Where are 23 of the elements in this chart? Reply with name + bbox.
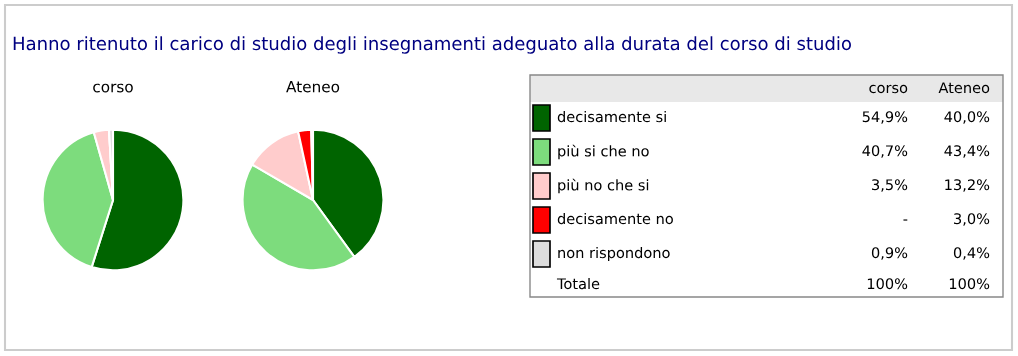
text: Ateneo xyxy=(938,82,990,94)
text: 100% xyxy=(949,278,990,290)
slice-label: corso xyxy=(93,83,133,93)
data-label: 3,5% xyxy=(872,179,908,192)
text: corso xyxy=(869,84,908,94)
legend-label: più si che no xyxy=(558,144,649,160)
legend-label: più no che si xyxy=(558,178,649,194)
text: - xyxy=(903,219,908,221)
data-label: 54,9% xyxy=(862,111,908,124)
chart-title: Hanno ritenuto il carico di studio degli insegnamenti adeguato alla durata del corso di studio xyxy=(13,36,851,54)
legend-label: decisamente si xyxy=(557,110,666,123)
data-label: 0,4% xyxy=(953,247,990,260)
text: 100% xyxy=(867,278,908,290)
slice-label: Ateneo xyxy=(286,81,340,93)
data-label: 13,2% xyxy=(945,179,990,192)
data-label: 43,4% xyxy=(944,145,990,158)
data-label: 3,0% xyxy=(954,213,990,226)
text: Totale xyxy=(556,277,600,290)
data-label: 40,7% xyxy=(862,145,908,158)
legend-label: non rispondono xyxy=(558,246,670,262)
data-label: 40,0% xyxy=(944,111,990,124)
legend-label: decisamente no xyxy=(557,212,673,225)
data-label: 0,9% xyxy=(871,247,908,260)
